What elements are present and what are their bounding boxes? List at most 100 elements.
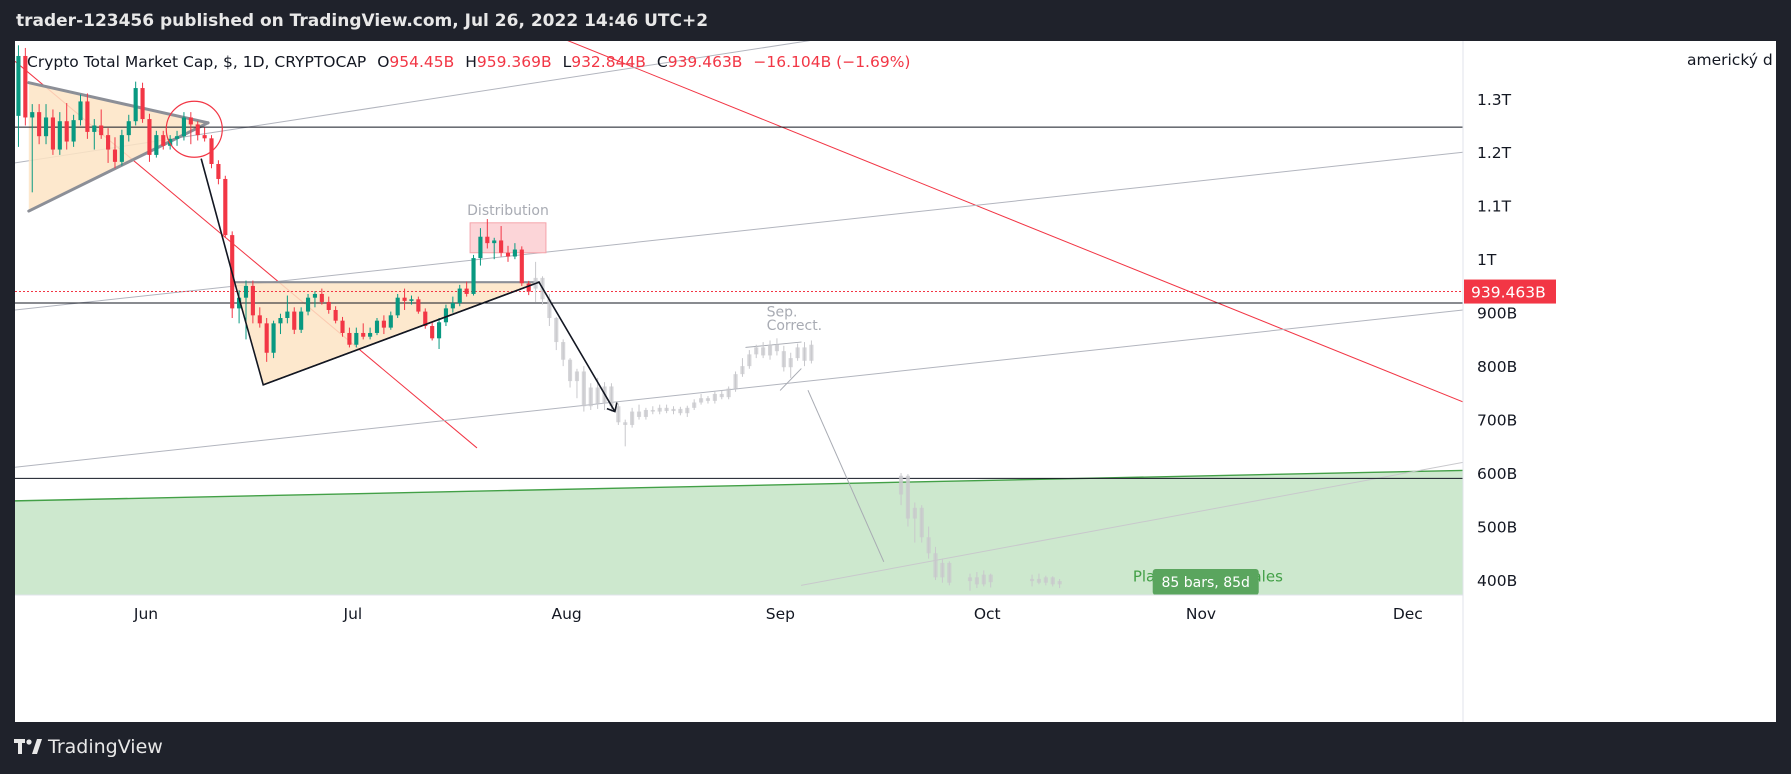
projection-candle <box>898 475 904 495</box>
candle <box>361 332 366 337</box>
projection-candle <box>905 475 911 519</box>
candle <box>492 240 497 244</box>
candle <box>354 332 359 345</box>
candle <box>278 318 283 324</box>
price-tick-label: 400B <box>1477 572 1517 590</box>
candle <box>519 249 524 284</box>
horizontal-levels-layer <box>15 126 1463 479</box>
candle <box>133 88 138 122</box>
candle <box>285 311 290 318</box>
low-label: L <box>562 53 572 71</box>
projection-candle <box>574 371 580 382</box>
time-tick-label: Aug <box>551 605 581 623</box>
time-tick-label: Dec <box>1393 605 1423 623</box>
candle <box>423 311 428 327</box>
high-label: H <box>465 53 477 71</box>
projection-candle <box>747 354 752 367</box>
plankton-zone <box>15 470 1463 595</box>
projection-candle <box>981 574 986 585</box>
projection-candle <box>1036 578 1042 583</box>
projection-candles-layer <box>533 261 1186 591</box>
time-tick-label: Sep <box>766 605 795 623</box>
price-tick-label: 800B <box>1477 358 1517 376</box>
high-value: 959.369B <box>476 53 552 71</box>
candle <box>505 252 511 257</box>
projection-candle <box>609 386 614 407</box>
candle <box>119 135 124 162</box>
candle <box>409 299 414 301</box>
candle <box>388 315 393 328</box>
candle <box>23 55 28 118</box>
sep-correct-label-1: Sep. <box>767 304 798 320</box>
distribution-label: Distribution <box>467 203 549 219</box>
pattern-line <box>745 341 802 348</box>
projection-drop-line <box>807 389 885 563</box>
projection-candle <box>781 351 786 368</box>
candle <box>319 293 324 302</box>
projection-candle <box>699 398 704 403</box>
projection-candle <box>740 366 745 375</box>
trend-line <box>15 309 1463 468</box>
projection-candle <box>678 408 683 414</box>
currency-selector[interactable]: americký d <box>1687 51 1773 69</box>
candle <box>223 178 228 236</box>
projection-candle <box>767 344 773 356</box>
projection-candle <box>919 507 924 538</box>
projection-candle <box>643 409 648 417</box>
projection-candle <box>795 347 800 359</box>
tradingview-logo[interactable]: TradingView <box>14 736 163 758</box>
projection-candle <box>974 577 979 585</box>
candle <box>478 236 483 259</box>
projection-candle <box>726 388 731 398</box>
candle <box>237 297 242 309</box>
projection-candle <box>636 411 642 417</box>
projection-candle <box>616 406 621 423</box>
trend-line <box>800 461 1463 586</box>
plankton-zone-top-line <box>15 469 1463 502</box>
candle <box>395 297 400 316</box>
candle <box>64 121 69 142</box>
pattern-line <box>779 368 802 391</box>
projection-candle <box>712 393 717 401</box>
current-price-badge <box>1464 279 1556 304</box>
candle <box>71 120 76 142</box>
candle <box>257 315 262 324</box>
price-tick-label: 1.3T <box>1477 91 1512 109</box>
candle <box>416 299 421 312</box>
price-tick-label: 500B <box>1477 519 1517 537</box>
symbol-legend[interactable]: Crypto Total Market Cap, $, 1D, CRYPTOCA… <box>27 53 910 71</box>
time-tick-label: Jul <box>343 605 363 623</box>
candle <box>99 125 104 136</box>
bars-range-badge <box>1152 568 1259 595</box>
candle <box>305 297 311 312</box>
candle <box>271 323 276 353</box>
candle <box>154 135 159 155</box>
open-value: 954.45B <box>389 53 455 71</box>
projection-candle <box>926 537 931 554</box>
candle <box>512 249 517 257</box>
projection-candle <box>967 577 973 582</box>
candle <box>340 320 345 333</box>
candle <box>485 236 490 244</box>
current-price-label: 939.463B <box>1471 284 1546 302</box>
plankton-zone-layer <box>15 469 1463 595</box>
candle <box>188 117 193 125</box>
publisher-bar: trader-123456 published on TradingView.c… <box>0 0 1791 41</box>
tradingview-brand: TradingView <box>48 736 163 758</box>
time-tick-label: Oct <box>974 605 1001 623</box>
candle <box>430 326 435 339</box>
candle <box>85 101 90 132</box>
candle <box>57 121 62 150</box>
wedge-pattern-fill <box>235 282 540 385</box>
candle <box>312 293 318 298</box>
candle <box>464 288 469 294</box>
projection-candle <box>650 409 655 412</box>
projection-arrowhead <box>606 402 618 413</box>
projection-candle <box>809 344 814 361</box>
price-tick-label: 900B <box>1477 305 1517 323</box>
symbol-name[interactable]: Crypto Total Market Cap, $, 1D, CRYPTOCA… <box>27 53 367 71</box>
candle <box>216 163 221 179</box>
